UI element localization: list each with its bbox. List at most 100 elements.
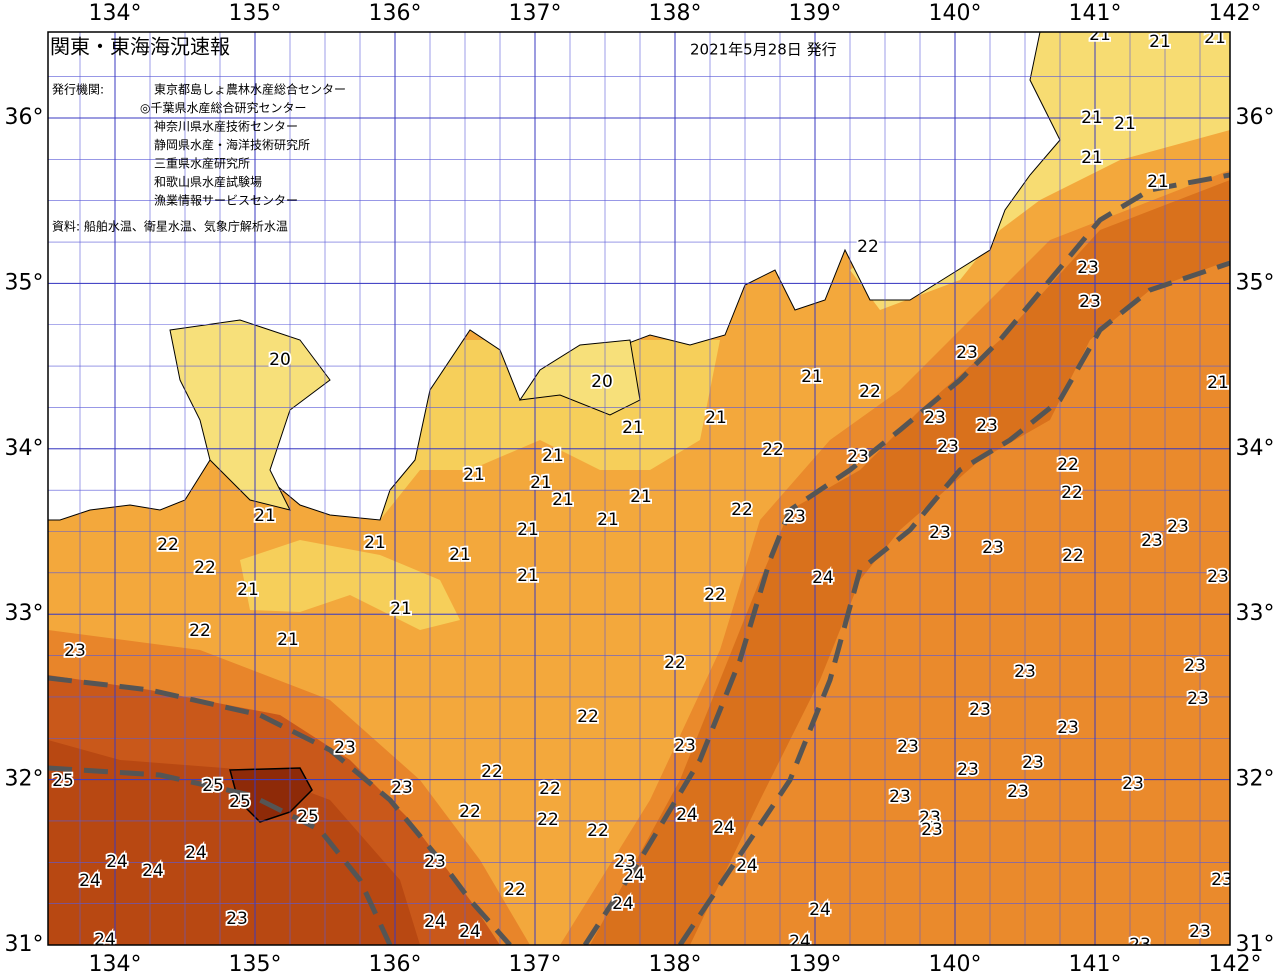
contour-label: 23 bbox=[1211, 870, 1233, 890]
contour-label: 23 bbox=[226, 909, 248, 929]
contour-label: 23 bbox=[847, 447, 869, 467]
current-line bbox=[48, 765, 393, 945]
contour-label: 23 bbox=[969, 700, 991, 720]
contour-label: 24 bbox=[713, 818, 735, 838]
contour-label: 22 bbox=[459, 802, 481, 822]
contour-label: 25 bbox=[202, 776, 224, 796]
contour-label: 20 bbox=[269, 350, 291, 370]
lon-label: 142° bbox=[1209, 1, 1262, 26]
lon-label: 138° bbox=[649, 1, 702, 26]
contour-label: 24 bbox=[612, 894, 634, 914]
lon-label: 140° bbox=[929, 1, 982, 26]
lat-label: 35° bbox=[1236, 270, 1275, 295]
contour-label: 22 bbox=[731, 500, 753, 520]
issue-date: 2021年5月28日 発行 bbox=[690, 41, 837, 59]
contour-label: 23 bbox=[614, 852, 636, 872]
lat-label: 32° bbox=[5, 767, 44, 792]
contour-label: 24 bbox=[94, 930, 116, 950]
contour-label: 22 bbox=[1062, 546, 1084, 566]
contour-label: 23 bbox=[1189, 922, 1211, 942]
current-line bbox=[582, 172, 1230, 945]
contour-label: 21 bbox=[254, 506, 276, 526]
contour-label: 25 bbox=[297, 807, 319, 827]
contour-label: 23 bbox=[1014, 662, 1036, 682]
contour-label: 23 bbox=[919, 808, 941, 828]
contour-label: 21 bbox=[552, 490, 574, 510]
map-frame bbox=[47, 31, 1231, 946]
contour-label: 21 bbox=[517, 566, 539, 586]
contour-label: 22 bbox=[664, 653, 686, 673]
issuer-list: 東京都島しょ農林水産総合センター ◎千葉県水産総合研究センター神奈川県水産技術セン… bbox=[140, 82, 346, 208]
contour-label: 23 bbox=[1129, 935, 1151, 955]
lat-label: 31° bbox=[5, 932, 44, 957]
contour-label: 23 bbox=[897, 737, 919, 757]
contour-label: 23 bbox=[784, 507, 806, 527]
lat-label: 35° bbox=[5, 270, 44, 295]
contour-label: 21 bbox=[630, 487, 652, 507]
lat-label: 34° bbox=[5, 436, 44, 461]
contour-label: 23 bbox=[674, 736, 696, 756]
contour-label: 22 bbox=[537, 810, 559, 830]
contour-label: 24 bbox=[185, 843, 207, 863]
graticule bbox=[48, 32, 1230, 945]
contour-label: 23 bbox=[1122, 774, 1144, 794]
contour-label: 24 bbox=[809, 900, 831, 920]
contour-label: 21 bbox=[622, 418, 644, 438]
lat-label: 31° bbox=[1236, 932, 1275, 957]
issuer: 漁業情報サービスセンター bbox=[154, 194, 298, 208]
lon-label: 134° bbox=[89, 952, 142, 977]
lon-label: 135° bbox=[229, 952, 282, 977]
contour-label: 25 bbox=[229, 792, 251, 812]
contour-label: 23 bbox=[64, 641, 86, 661]
contour-label: 21 bbox=[364, 533, 386, 553]
issuer: 和歌山県水産試験場 bbox=[154, 174, 262, 189]
contour-label: 24 bbox=[623, 866, 645, 886]
contour-label: 21 bbox=[463, 465, 485, 485]
lon-label: 134° bbox=[89, 1, 142, 26]
sea-21-south bbox=[240, 540, 460, 630]
contour-label: 23 bbox=[921, 820, 943, 840]
current-line bbox=[48, 675, 512, 945]
lon-label: 139° bbox=[789, 1, 842, 26]
contour-label: 23 bbox=[391, 778, 413, 798]
contour-label: 24 bbox=[142, 861, 164, 881]
contour-label: 21 bbox=[1081, 148, 1103, 168]
contour-label: 23 bbox=[937, 437, 959, 457]
contour-label: 23 bbox=[1079, 292, 1101, 312]
contour-label: 22 bbox=[189, 621, 211, 641]
lon-label: 135° bbox=[229, 1, 282, 26]
contour-label: 22 bbox=[157, 535, 179, 555]
contour-label: 23 bbox=[957, 760, 979, 780]
title: 関東・東海海況速報 bbox=[50, 35, 230, 59]
contour-label: 23 bbox=[1077, 258, 1099, 278]
contour-label: 21 bbox=[449, 545, 471, 565]
contour-label: 21 bbox=[530, 473, 552, 493]
lon-label: 138° bbox=[649, 952, 702, 977]
contour-label: 24 bbox=[789, 932, 811, 952]
contour-label: 21 bbox=[1114, 114, 1136, 134]
contour-label: 21 bbox=[390, 599, 412, 619]
issuer-label: 発行機関: bbox=[52, 82, 104, 97]
contour-label: 21 bbox=[597, 510, 619, 530]
lon-label: 136° bbox=[369, 952, 422, 977]
issuer: 静岡県水産・海洋技術研究所 bbox=[154, 137, 310, 152]
lon-label: 139° bbox=[789, 952, 842, 977]
contour-label: 22 bbox=[481, 762, 503, 782]
contour-label: 23 bbox=[976, 416, 998, 436]
contour-label: 24 bbox=[676, 805, 698, 825]
contour-label: 22 bbox=[1061, 483, 1083, 503]
contour-label: 24 bbox=[79, 871, 101, 891]
contour-label: 21 bbox=[1081, 108, 1103, 128]
contour-label: 21 bbox=[1089, 25, 1111, 45]
contour-label: 23 bbox=[1007, 782, 1029, 802]
contour-label: 21 bbox=[542, 446, 564, 466]
lat-label: 34° bbox=[1236, 436, 1275, 461]
contour-label: 24 bbox=[812, 568, 834, 588]
contour-label: 23 bbox=[424, 852, 446, 872]
contour-label: 21 bbox=[517, 520, 539, 540]
issuer: 神奈川県水産技術センター bbox=[154, 119, 298, 134]
lat-label: 33° bbox=[1236, 601, 1275, 626]
contour-label: 24 bbox=[736, 856, 758, 876]
contour-label: 23 bbox=[1022, 753, 1044, 773]
